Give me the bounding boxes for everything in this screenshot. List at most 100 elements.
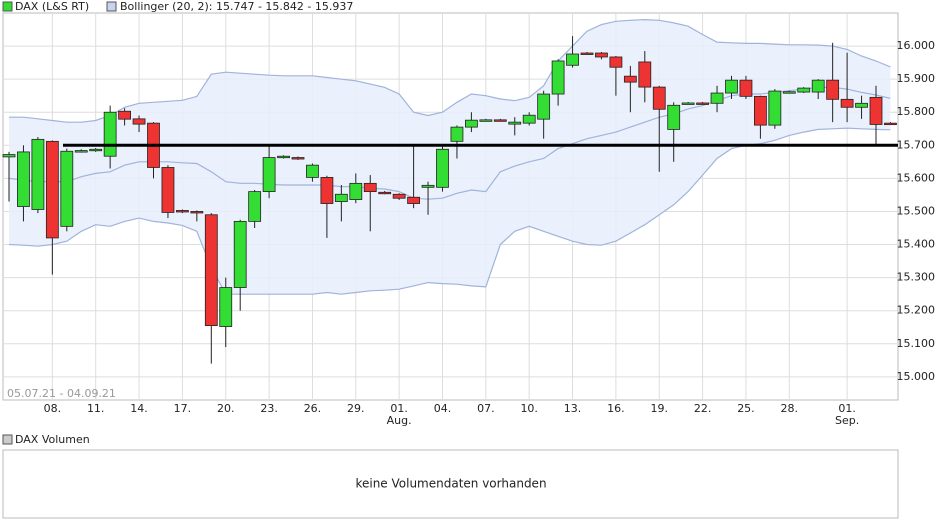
candle-body — [855, 102, 868, 108]
candle-body — [392, 193, 406, 199]
candle-body — [826, 79, 840, 100]
candle-body — [219, 287, 233, 327]
legend-label: Bollinger (20, 2): 15.747 - 15.842 - 15.… — [120, 0, 353, 13]
y-tick-label: 15.400 — [897, 238, 936, 251]
y-tick-label: 15.100 — [897, 337, 936, 350]
x-tick-label: 11. — [86, 402, 105, 415]
x-tick-label: 01. Aug. — [386, 402, 412, 427]
candle-body — [739, 79, 753, 97]
candle-body — [493, 119, 507, 122]
candle-body — [74, 150, 88, 153]
y-tick-label: 15.800 — [897, 105, 936, 118]
y-tick-label: 15.600 — [897, 171, 936, 184]
band-line — [9, 18, 891, 123]
date-range: 05.07.21 - 04.09.21 — [7, 387, 116, 400]
candle-body — [233, 220, 247, 288]
candle-body — [595, 52, 608, 58]
y-tick-label: 15.000 — [897, 370, 936, 383]
volume-frame — [2, 449, 899, 519]
candle-body — [638, 61, 652, 88]
candle-body — [623, 75, 637, 83]
candle-body — [2, 154, 16, 158]
candle-body — [696, 102, 709, 105]
candle-body — [349, 182, 363, 200]
candle-body — [551, 60, 565, 95]
candle-body — [710, 92, 724, 104]
candle-body — [580, 52, 594, 55]
candle-body — [508, 121, 522, 125]
x-tick-label: 08. — [43, 402, 62, 415]
candle-body — [248, 191, 262, 222]
x-tick-label: 20. — [217, 402, 235, 415]
candle-body — [45, 140, 59, 239]
legend-swatch — [106, 1, 117, 12]
candle-body — [869, 96, 883, 125]
y-tick-label: 15.200 — [897, 304, 936, 317]
candle-body — [421, 184, 435, 188]
candle-body — [811, 79, 825, 93]
x-tick-label: 28. — [780, 402, 799, 415]
candle-body — [291, 157, 305, 160]
candle-body — [161, 167, 175, 213]
x-tick-label: 04. — [433, 402, 452, 415]
candle-body — [31, 138, 45, 210]
y-tick-label: 15.300 — [897, 271, 936, 284]
x-tick-label: 16. — [607, 402, 625, 415]
x-tick-label: 07. — [477, 402, 495, 415]
x-tick-label: 19. — [650, 402, 669, 415]
candle-body — [609, 56, 623, 68]
x-tick-label: 13. — [563, 402, 582, 415]
candle-body — [363, 182, 377, 193]
candle-body — [132, 118, 146, 125]
candle-body — [479, 119, 493, 122]
candle-body — [840, 98, 854, 108]
legend-swatch — [2, 1, 13, 12]
x-tick-label: 17. — [173, 402, 192, 415]
candle-body — [884, 122, 897, 126]
x-tick-label: 14. — [130, 402, 148, 415]
candle-body — [681, 102, 695, 105]
candle-body — [334, 193, 348, 202]
candle-body — [306, 164, 319, 178]
candle-body — [768, 90, 782, 126]
candle-body — [797, 87, 811, 93]
x-tick-label: 29. — [347, 402, 365, 415]
candle-body — [89, 148, 103, 152]
legend-swatch — [2, 434, 13, 445]
candle-body — [436, 148, 449, 188]
volume-legend: DAX Volumen — [15, 433, 90, 446]
candle-body — [782, 91, 796, 94]
candle-body — [566, 53, 579, 66]
candle-body — [190, 211, 204, 214]
candle-body — [277, 155, 290, 159]
candle-body — [17, 151, 30, 207]
candle-body — [522, 114, 536, 124]
candle-body — [464, 119, 478, 128]
candle-body — [537, 93, 551, 120]
legend-label: DAX (L&S RT) — [15, 0, 89, 13]
x-tick-label: 23. — [260, 402, 278, 415]
candle-body — [118, 110, 131, 120]
candle-body — [754, 95, 767, 126]
y-tick-label: 15.500 — [897, 204, 936, 217]
y-tick-label: 15.900 — [897, 72, 936, 85]
x-tick-label: 10. — [520, 402, 538, 415]
x-tick-label: 26. — [303, 402, 322, 415]
candle-body — [320, 176, 334, 204]
volume-message: keine Volumendaten vorhanden — [355, 477, 546, 491]
candle-body — [407, 196, 421, 204]
candle-body — [175, 210, 189, 213]
candle-body — [667, 104, 681, 130]
band-fill — [9, 19, 891, 295]
y-tick-label: 16.000 — [897, 39, 936, 52]
x-tick-label: 22. — [693, 402, 712, 415]
candle-body — [725, 79, 738, 94]
candle-body — [262, 157, 276, 193]
candle-body — [103, 111, 117, 157]
candle-body — [652, 86, 666, 110]
candle-body — [60, 150, 74, 227]
y-tick-label: 15.700 — [897, 138, 936, 151]
x-tick-label: 25. — [737, 402, 755, 415]
candle-body — [378, 191, 392, 195]
